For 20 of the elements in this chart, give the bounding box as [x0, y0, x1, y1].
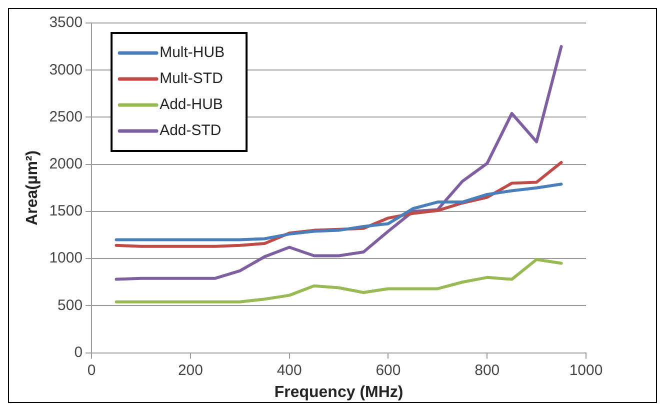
y-axis-title: Area(µm²) [24, 150, 42, 226]
y-tick-label: 3500 [49, 14, 83, 32]
x-tick-label: 0 [87, 362, 96, 379]
x-tick-label: 400 [276, 362, 302, 379]
y-tick-label: 500 [58, 296, 83, 314]
y-tick-label: 1500 [49, 202, 83, 220]
legend-label: Add-HUB [160, 96, 223, 114]
x-tick-label: 200 [178, 362, 203, 379]
x-tick-label: 600 [376, 362, 401, 379]
y-tick-label: 2000 [49, 155, 83, 172]
legend-label: Mult-STD [160, 70, 224, 88]
y-tick-label: 1000 [49, 250, 83, 267]
y-tick-label: 2500 [49, 108, 83, 126]
x-tick-label: 1000 [569, 362, 603, 379]
legend-label: Mult-HUB [160, 44, 225, 62]
y-tick-label: 3000 [49, 61, 83, 78]
legend-label: Add-STD [160, 122, 222, 140]
y-tick-label: 0 [74, 344, 83, 361]
x-tick-label: 800 [474, 362, 500, 379]
x-axis-title: Frequency (MHz) [274, 384, 404, 401]
